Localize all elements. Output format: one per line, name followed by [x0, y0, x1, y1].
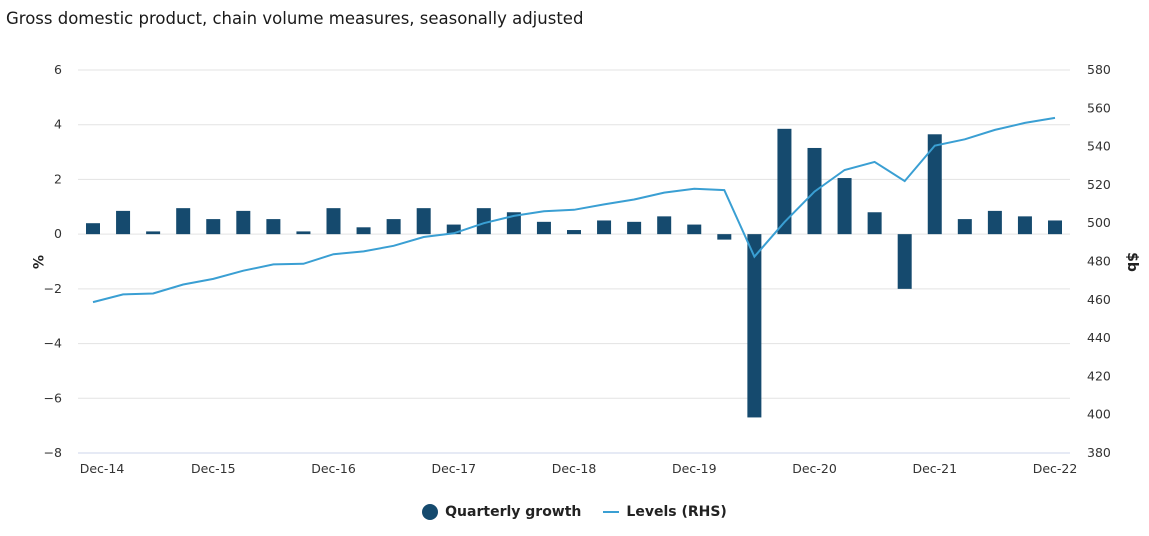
- growth-bar[interactable]: [987, 210, 1002, 235]
- growth-bar[interactable]: [657, 216, 672, 235]
- growth-bar[interactable]: [176, 208, 191, 235]
- growth-bar[interactable]: [687, 224, 702, 235]
- right-tick-label: 440: [1087, 330, 1111, 345]
- growth-bar[interactable]: [597, 220, 612, 235]
- x-tick-label: Dec-21: [912, 461, 957, 476]
- growth-bar[interactable]: [536, 221, 551, 235]
- growth-bar[interactable]: [717, 234, 732, 240]
- left-axis-title: %: [29, 255, 45, 269]
- legend: Quarterly growth Levels (RHS): [0, 504, 1149, 520]
- x-axis-ticks: Dec-14 Dec-15 Dec-16 Dec-17 Dec-18 Dec-19 Dec-…: [80, 461, 1078, 476]
- quarterly-growth-bars: [86, 128, 1062, 418]
- growth-bar[interactable]: [837, 178, 852, 235]
- right-tick-label: 460: [1087, 292, 1111, 307]
- growth-bar[interactable]: [236, 210, 251, 235]
- x-tick-label: Dec-18: [552, 461, 597, 476]
- x-tick-label: Dec-20: [792, 461, 837, 476]
- growth-bar[interactable]: [777, 128, 792, 235]
- x-tick-label: Dec-19: [672, 461, 717, 476]
- right-axis-title: $b: [1124, 252, 1140, 272]
- right-tick-label: 520: [1087, 177, 1111, 192]
- growth-bar[interactable]: [146, 231, 161, 235]
- left-tick-label: 6: [54, 62, 62, 77]
- left-tick-label: −4: [44, 336, 62, 351]
- right-tick-label: 400: [1087, 407, 1111, 422]
- x-tick-label: Dec-17: [431, 461, 476, 476]
- growth-bar[interactable]: [627, 221, 642, 235]
- levels-line: [92, 116, 1056, 304]
- growth-bar[interactable]: [1017, 216, 1032, 235]
- growth-bar[interactable]: [747, 234, 762, 418]
- growth-bar[interactable]: [416, 208, 431, 235]
- growth-bar[interactable]: [386, 219, 401, 235]
- growth-bar[interactable]: [446, 224, 461, 235]
- growth-bar[interactable]: [476, 208, 491, 235]
- left-tick-label: 0: [54, 226, 62, 241]
- legend-label-quarterly-growth: Quarterly growth: [445, 504, 582, 520]
- left-tick-label: −8: [44, 445, 62, 460]
- growth-bar[interactable]: [867, 212, 882, 235]
- x-tick-label: Dec-15: [191, 461, 236, 476]
- right-tick-label: 500: [1087, 215, 1111, 230]
- left-tick-label: 4: [54, 117, 62, 132]
- growth-bar[interactable]: [86, 223, 100, 235]
- right-tick-label: 480: [1087, 254, 1111, 269]
- left-tick-label: −2: [44, 281, 62, 296]
- right-tick-label: 540: [1087, 139, 1111, 154]
- growth-bar[interactable]: [927, 134, 942, 235]
- growth-bar[interactable]: [266, 219, 281, 235]
- right-tick-label: 560: [1087, 100, 1111, 115]
- growth-bar[interactable]: [206, 219, 221, 235]
- growth-bar[interactable]: [326, 208, 341, 235]
- growth-bar[interactable]: [296, 231, 311, 235]
- left-tick-label: −6: [44, 390, 62, 405]
- legend-item-quarterly-growth[interactable]: Quarterly growth: [422, 504, 581, 520]
- growth-bar[interactable]: [897, 234, 912, 289]
- legend-bar-marker-icon: [422, 504, 439, 520]
- left-axis-ticks: 6 4 2 0 −2 −4 −6 −8: [44, 62, 62, 460]
- left-tick-label: 2: [54, 171, 62, 186]
- growth-bar[interactable]: [116, 210, 131, 235]
- right-tick-label: 580: [1087, 62, 1111, 77]
- legend-label-levels: Levels (RHS): [626, 504, 727, 520]
- right-tick-label: 420: [1087, 368, 1111, 383]
- legend-item-levels[interactable]: Levels (RHS): [603, 504, 727, 520]
- x-tick-label: Dec-22: [1033, 461, 1078, 476]
- x-tick-label: Dec-14: [80, 461, 125, 476]
- chart-title: Gross domestic product, chain volume mea…: [6, 9, 584, 28]
- gridlines: [78, 69, 1070, 454]
- x-tick-label: Dec-16: [311, 461, 356, 476]
- growth-bar[interactable]: [567, 230, 581, 235]
- growth-bar[interactable]: [957, 219, 972, 235]
- right-tick-label: 380: [1087, 445, 1111, 460]
- growth-bar[interactable]: [1048, 220, 1062, 235]
- right-axis-ticks: 580 560 540 520 500 480 460 440 420 400 380: [1087, 62, 1111, 460]
- legend-line-marker-icon: [603, 511, 620, 513]
- growth-bar[interactable]: [356, 227, 371, 235]
